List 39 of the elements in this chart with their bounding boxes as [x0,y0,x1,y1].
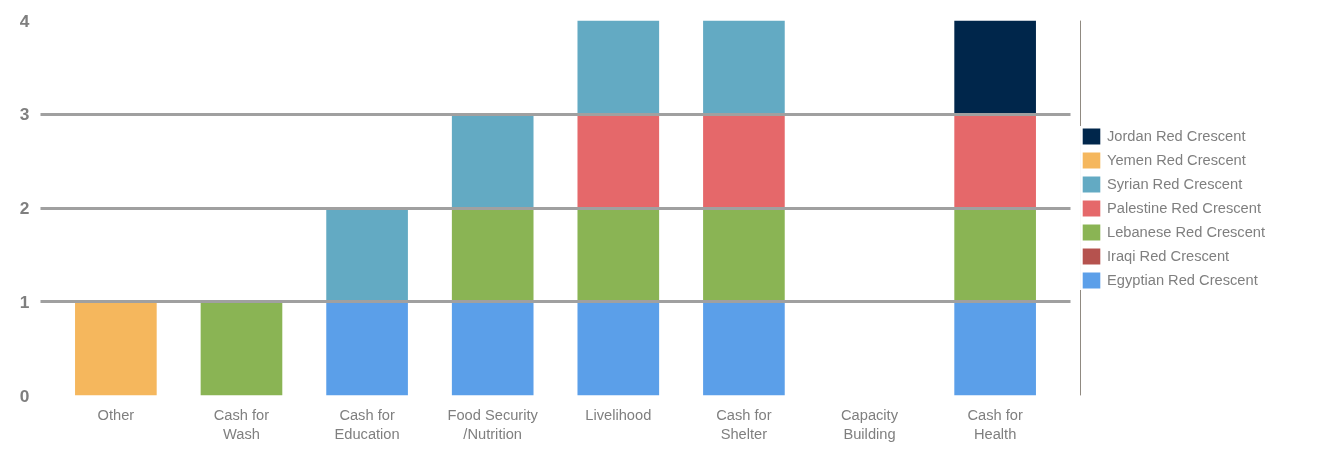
bar [451,208,534,302]
bar [703,208,785,302]
bar [451,114,534,208]
legend-label: Syrian Red Crescent [1107,175,1243,192]
legend-label: Iraqi Red Crescent [1107,247,1230,264]
legend-label: Yemen Red Crescent [1107,151,1246,168]
x-tick-label: Other [97,406,135,423]
bar [703,301,785,396]
x-tick-label: Cash for Education [334,406,400,442]
bar [451,301,534,396]
y-tick-label: 2 [19,198,30,218]
bar [577,114,660,208]
bar [954,208,1036,302]
x-tick-label: Cash for Shelter [716,406,772,442]
bar [703,20,785,115]
y-tick-label: 0 [19,385,30,406]
bar [954,114,1036,208]
y-tick-label: 4 [19,10,30,31]
bar [326,208,408,302]
legend-label: Jordan Red Crescent [1107,127,1246,144]
x-tick-label: Cash for Health [967,406,1023,442]
x-tick-label: Food Security /Nutrition [447,406,539,442]
bar [75,301,157,396]
x-tick-label: Cash for Wash [213,406,270,442]
y-tick-label: 3 [19,104,30,125]
bar [577,301,660,396]
legend-label: Lebanese Red Crescent [1107,223,1266,240]
bar [577,208,660,302]
bar [326,301,408,396]
x-tick-label: Capacity Building [841,406,899,442]
y-tick-label: 1 [19,291,30,312]
bar [954,301,1036,396]
bar [577,20,660,115]
legend-label: Egyptian Red Crescent [1107,271,1258,288]
bar [703,114,785,208]
legend-label: Palestine Red Crescent [1107,199,1261,216]
bar [200,301,283,396]
x-tick-label: Livelihood [585,406,652,423]
bar [954,20,1036,115]
